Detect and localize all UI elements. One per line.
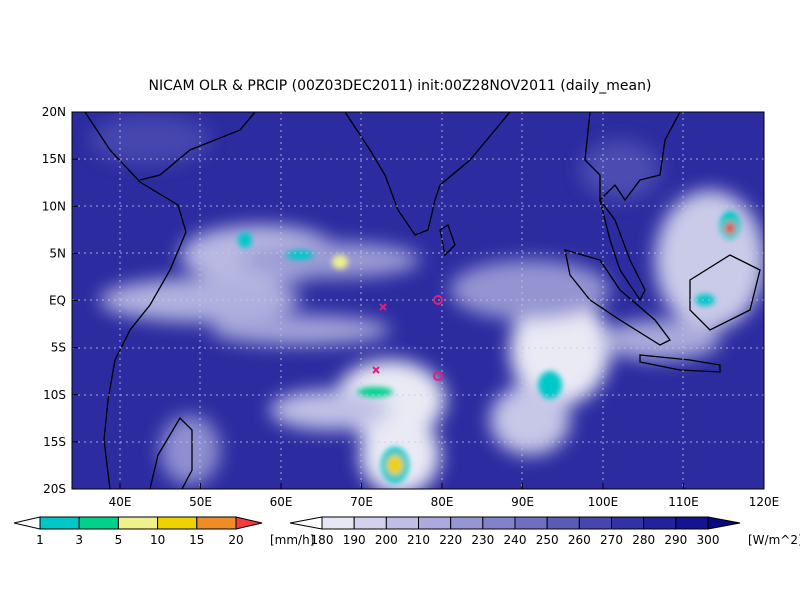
colorbar-label: 240: [504, 533, 527, 547]
colorbar-box: [482, 516, 516, 530]
colorbar-arrow: [13, 516, 41, 530]
lon-label: 120E: [749, 495, 780, 509]
colorbar-box: [675, 516, 709, 530]
colorbar-box: [353, 516, 387, 530]
lon-label: 70E: [350, 495, 373, 509]
lat-label: 10S: [43, 388, 66, 402]
colorbar-box: [643, 516, 677, 530]
lat-label: 10N: [42, 199, 66, 213]
colorbar-box: [78, 516, 119, 530]
colorbar-label: 290: [664, 533, 687, 547]
colorbar-arrow: [289, 516, 323, 530]
colorbar-label: 280: [632, 533, 655, 547]
lon-label: 40E: [109, 495, 132, 509]
lat-label: 5S: [51, 341, 66, 355]
lat-label: 20N: [42, 105, 66, 119]
colorbar-label: 15: [189, 533, 204, 547]
colorbar-box: [611, 516, 645, 530]
colorbar-label: 180: [311, 533, 334, 547]
colorbar-label: 220: [439, 533, 462, 547]
colorbar-label: 190: [343, 533, 366, 547]
colorbar-label: 5: [115, 533, 123, 547]
colorbar-box: [39, 516, 80, 530]
lon-label: 90E: [511, 495, 534, 509]
title: NICAM OLR & PRCIP (00Z03DEC2011) init:00…: [149, 78, 652, 94]
colorbar-box: [546, 516, 580, 530]
colorbar-box: [196, 516, 237, 530]
colorbar-label: 200: [375, 533, 398, 547]
map: [72, 112, 764, 489]
colorbar-label: 230: [471, 533, 494, 547]
colorbar-box: [157, 516, 198, 530]
colorbar-label: 270: [600, 533, 623, 547]
lat-label: 5N: [49, 246, 66, 260]
colorbar-box: [514, 516, 548, 530]
lat-label: 15S: [43, 435, 66, 449]
colorbars: 1 3 5 10 15 20 [mm/h]180 190 200 210 220 230 240 250 2…: [13, 516, 800, 547]
colorbar-unit: [mm/h]: [270, 533, 314, 547]
lon-label: 80E: [431, 495, 454, 509]
axes: 20N 15N 10N 5N EQ 5S 10S 15S 20S 40E 50E 60E 70E 80E 9…: [42, 105, 780, 509]
colorbar-box: [385, 516, 420, 530]
colorbar-label: 1: [36, 533, 44, 547]
colorbar-box: [321, 516, 355, 530]
colorbar-box: [418, 516, 452, 530]
colorbar-label: 260: [568, 533, 591, 547]
lon-label: 50E: [189, 495, 212, 509]
colorbar-label: 10: [150, 533, 165, 547]
colorbar-box: [117, 516, 159, 530]
colorbar-label: 300: [697, 533, 720, 547]
colorbar-box: [450, 516, 484, 530]
lat-label: 20S: [43, 482, 66, 496]
colorbar-label: 3: [75, 533, 83, 547]
colorbar-box: [578, 516, 612, 530]
lat-label: 15N: [42, 152, 66, 166]
colorbar-unit: [W/m^2]: [748, 533, 800, 547]
colorbar-label: 210: [407, 533, 430, 547]
colorbar-arrow: [707, 516, 741, 530]
lat-label: EQ: [49, 294, 66, 308]
colorbar-label: 250: [536, 533, 559, 547]
lon-label: 60E: [270, 495, 293, 509]
lon-label: 100E: [588, 495, 619, 509]
colorbar-arrow: [235, 516, 263, 530]
lon-label: 110E: [668, 495, 699, 509]
colorbar-label: 20: [228, 533, 243, 547]
